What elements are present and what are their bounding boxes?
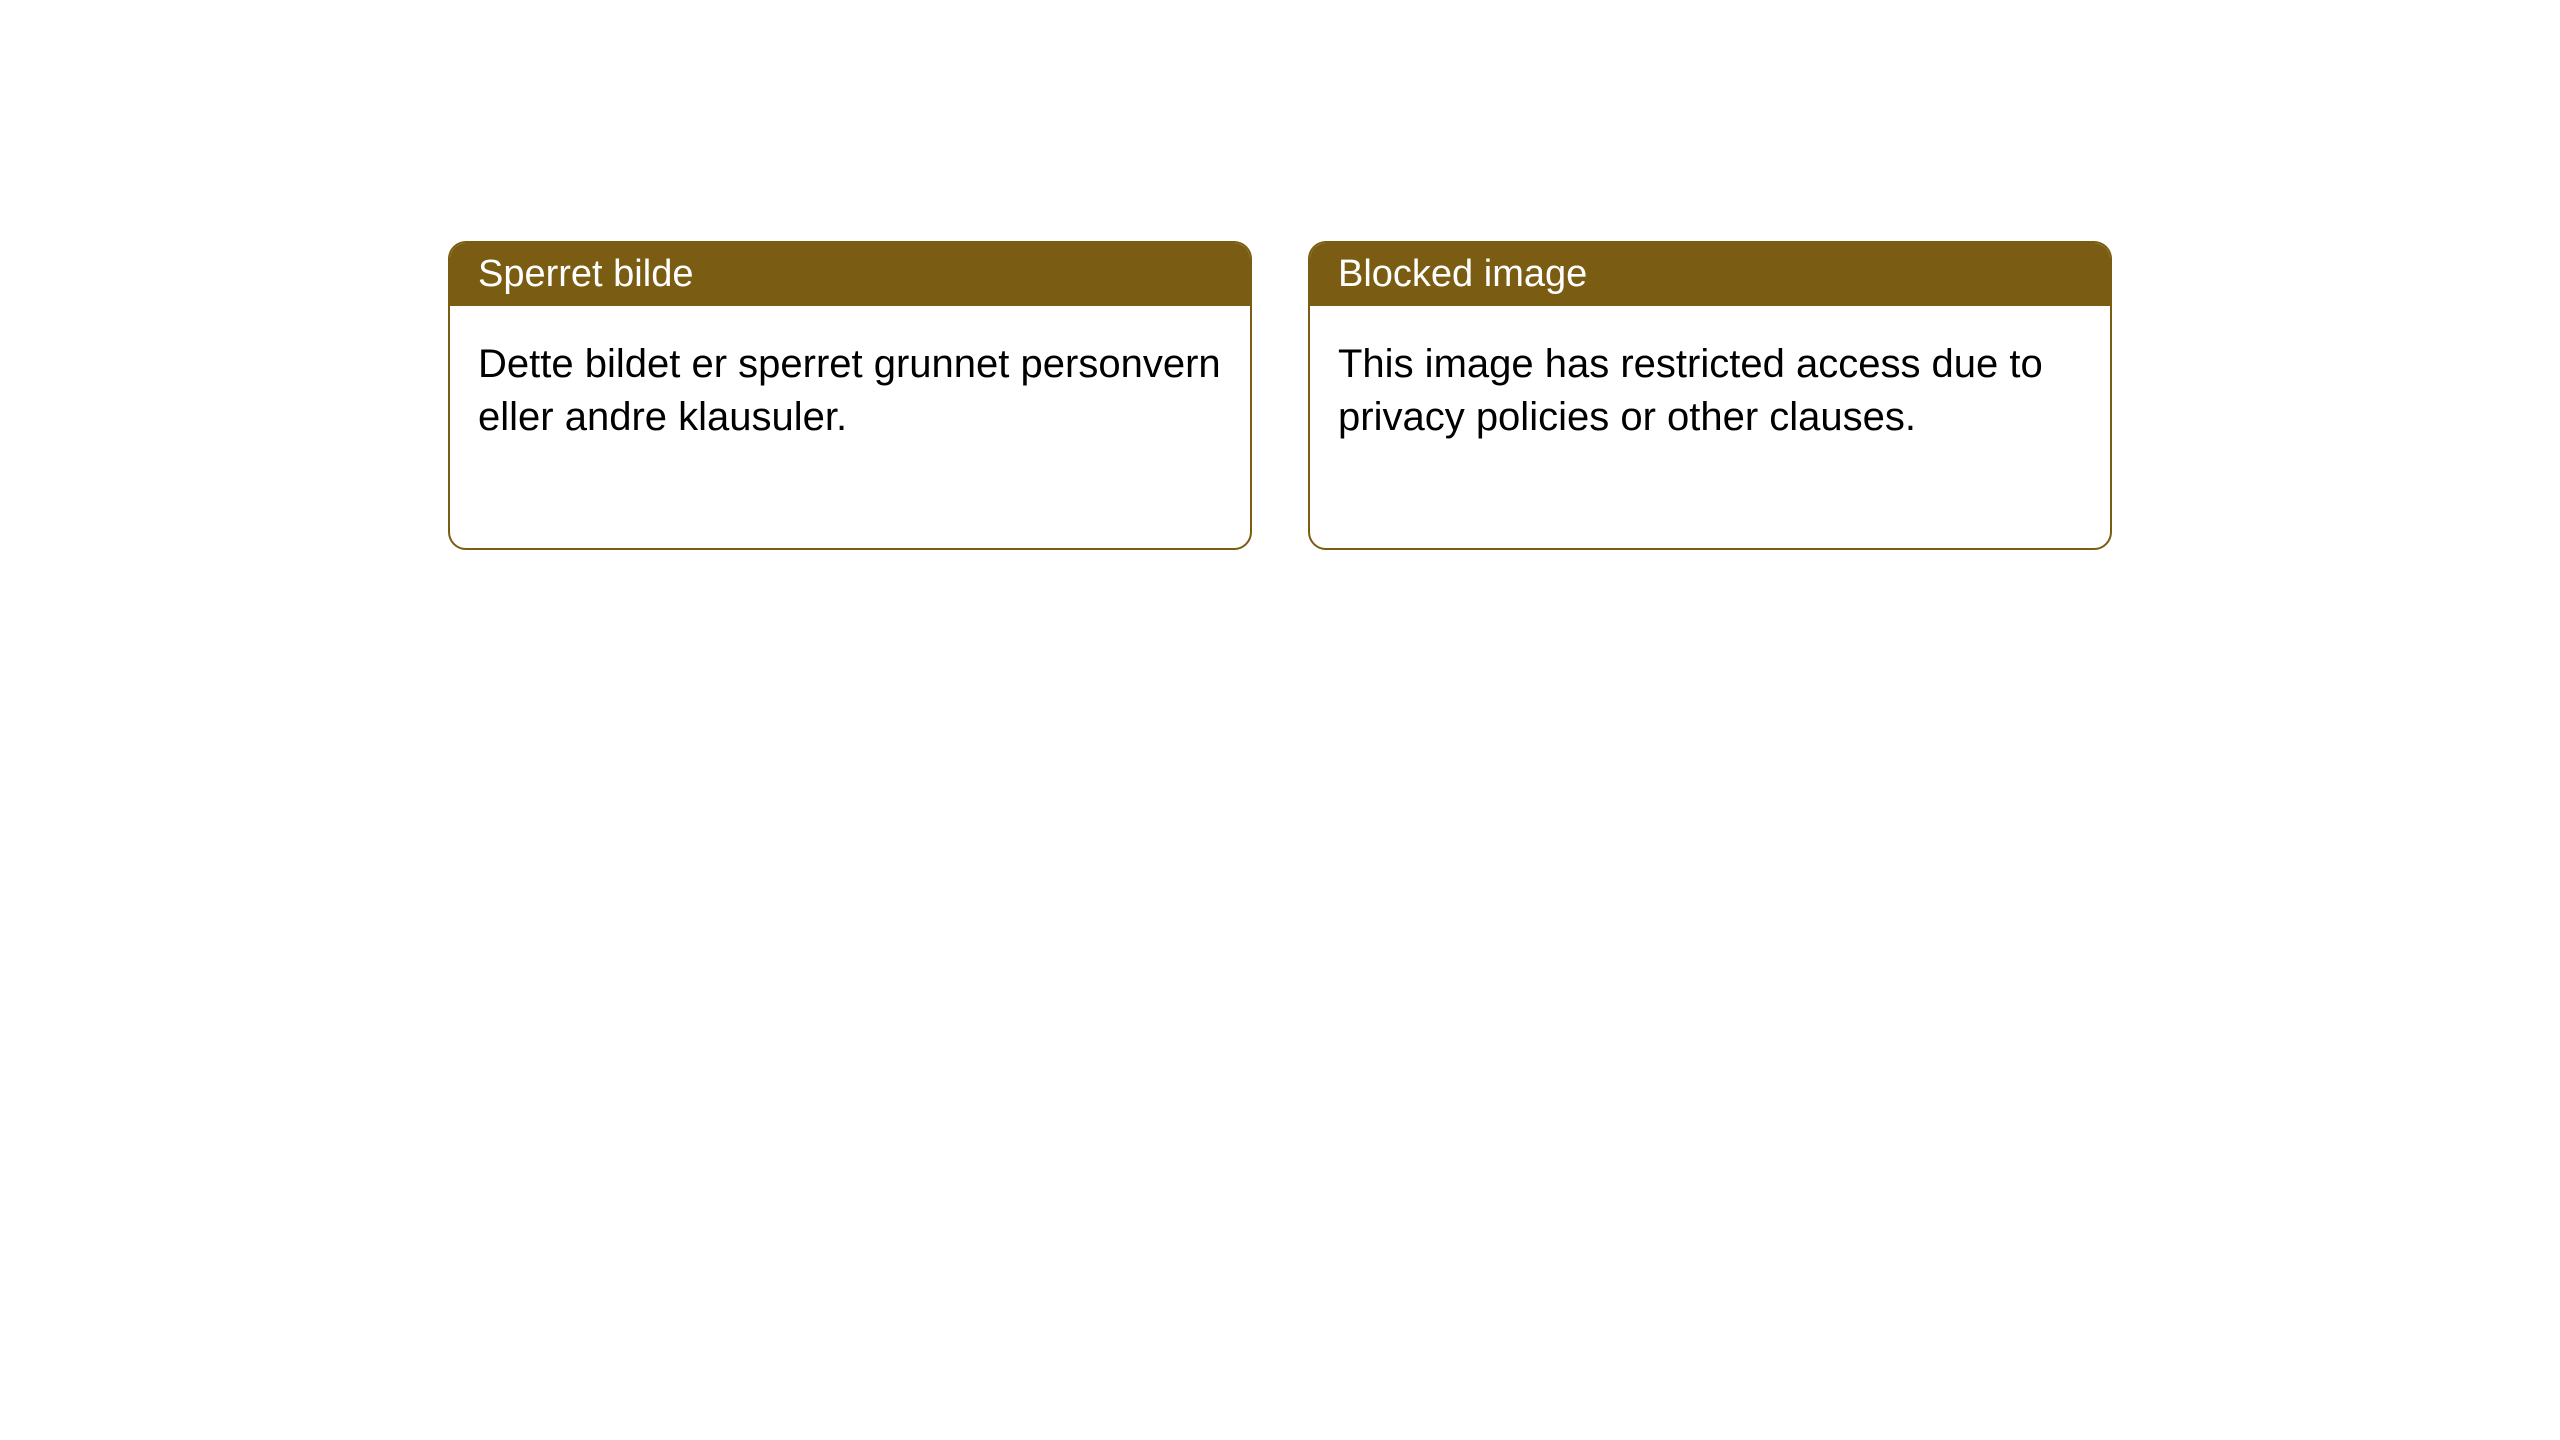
notice-header: Sperret bilde (450, 243, 1250, 306)
notice-body-text: This image has restricted access due to … (1338, 342, 2043, 439)
notice-body: This image has restricted access due to … (1310, 306, 2110, 548)
notice-card-norwegian: Sperret bilde Dette bildet er sperret gr… (448, 241, 1252, 550)
notice-body-text: Dette bildet er sperret grunnet personve… (478, 342, 1221, 439)
notice-header: Blocked image (1310, 243, 2110, 306)
notice-title: Sperret bilde (478, 253, 693, 295)
notice-title: Blocked image (1338, 253, 1587, 295)
notice-body: Dette bildet er sperret grunnet personve… (450, 306, 1250, 548)
notice-container: Sperret bilde Dette bildet er sperret gr… (448, 241, 2112, 550)
notice-card-english: Blocked image This image has restricted … (1308, 241, 2112, 550)
